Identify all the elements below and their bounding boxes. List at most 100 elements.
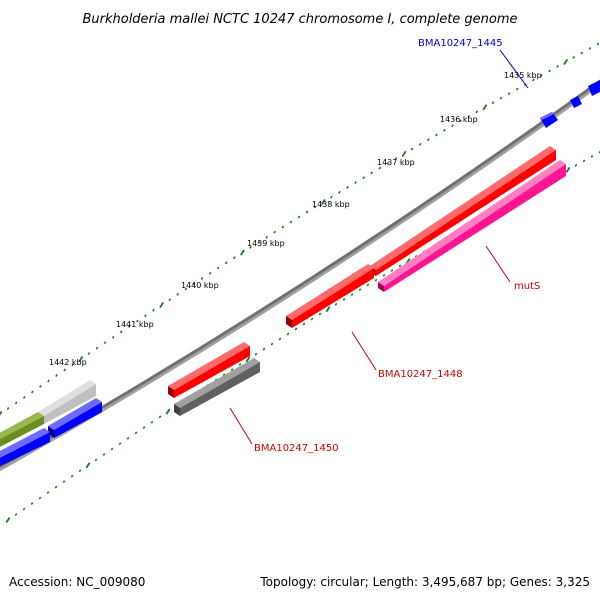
minor-tick [87,352,91,356]
minor-tick [222,373,226,377]
gene-bar-blue-1[interactable] [54,402,102,438]
genome-summary-text: Topology: circular; Length: 3,495,687 bp… [259,575,590,589]
kbp-label-1442: 1442 kbp [49,358,87,367]
minor-tick [176,292,180,296]
minor-tick [254,352,258,356]
minor-tick [111,335,115,339]
kbp-label-1439: 1439 kbp [247,239,285,248]
minor-tick [580,51,584,55]
gene-bar-side [378,282,384,292]
minor-tick [70,474,74,478]
minor-tick [346,185,349,189]
minor-tick [574,163,578,167]
minor-tick [418,142,422,146]
kbp-label-1436: 1436 kbp [440,115,478,124]
minor-tick [200,277,204,280]
minor-tick [22,396,26,399]
minor-tick [588,47,592,50]
minor-tick [224,261,228,265]
gene-bar-top [0,412,44,439]
minor-tick [270,342,274,346]
minor-tick [582,159,586,163]
minor-tick [30,390,34,394]
minor-tick [54,485,58,489]
minor-tick [572,56,576,59]
minor-tick [142,426,146,429]
minor-tick [318,312,322,316]
minor-tick [14,401,18,405]
gene-bar-top [168,342,250,390]
gene-bar-top [48,398,102,430]
minor-tick [257,240,260,244]
label-leaders [229,49,529,445]
minor-tick [297,215,301,219]
minor-tick [46,491,50,495]
minor-tick [426,138,430,142]
minor-tick [47,379,50,383]
major-tick [159,301,165,309]
minor-tick [38,496,42,500]
minor-tick [62,480,66,484]
minor-tick [30,502,34,506]
minor-tick [499,96,503,100]
major-tick [78,356,84,363]
minor-tick [233,256,236,260]
major-tick [565,166,571,173]
kbp-labels: 1435 kbp 1436 kbp 1437 kbp 1438 kbp 1439… [49,71,542,367]
minor-tick [110,447,114,451]
minor-tick [152,308,155,312]
minor-tick [118,442,122,446]
minor-tick [208,271,212,275]
gene-label-1445[interactable]: BMA10247_1445 [418,38,503,49]
minor-tick [342,297,346,301]
minor-tick [63,368,66,372]
kbp-label-1440: 1440 kbp [181,281,219,290]
minor-tick [94,458,98,462]
minor-tick [273,230,277,234]
gene-bar-1450[interactable] [180,362,260,416]
minor-tick [334,302,338,306]
minor-tick [374,278,378,282]
gene-bar-olive[interactable] [0,416,44,452]
map-title: Burkholderia mallei NCTC 10247 chromosom… [82,12,517,27]
minor-tick [278,337,282,341]
minor-tick [265,235,269,239]
major-tick [165,408,171,415]
gene-label-1448[interactable]: BMA10247_1448 [378,369,463,380]
gene-bar-side [174,404,180,416]
gene-bar-1447[interactable] [376,150,556,276]
gene-bar-mutS[interactable] [384,164,566,292]
minor-tick [386,161,390,165]
minor-tick [281,225,285,229]
minor-tick [390,269,394,273]
minor-tick [556,65,559,68]
minor-tick [302,322,306,326]
major-tick [240,249,245,256]
gene-bar-top [378,160,566,286]
gene-bar-1449[interactable] [174,346,250,398]
major-tick [85,462,91,469]
minor-tick [262,347,266,351]
minor-tick [370,171,374,175]
minor-tick [230,368,234,372]
gene-bar-1444[interactable] [588,80,600,96]
gene-bar-side [168,386,174,398]
gene-bar-1448[interactable] [292,268,374,328]
gene-label-mutS[interactable]: mutS [514,281,540,292]
minor-tick [507,92,511,96]
minor-tick [55,374,58,377]
minor-tick [39,385,42,388]
minor-tick [294,327,298,331]
gene-bar-silver[interactable] [44,384,96,424]
gene-bar-blue-2[interactable] [0,432,50,468]
minor-tick [126,436,130,440]
major-tick [320,199,326,206]
minor-tick [192,282,196,286]
minor-tick [95,346,99,350]
minor-tick [394,157,398,160]
major-tick [5,516,11,524]
minor-tick [119,330,123,334]
gene-bar-1446[interactable] [570,96,582,108]
gene-label-1450[interactable]: BMA10247_1450 [254,443,339,454]
